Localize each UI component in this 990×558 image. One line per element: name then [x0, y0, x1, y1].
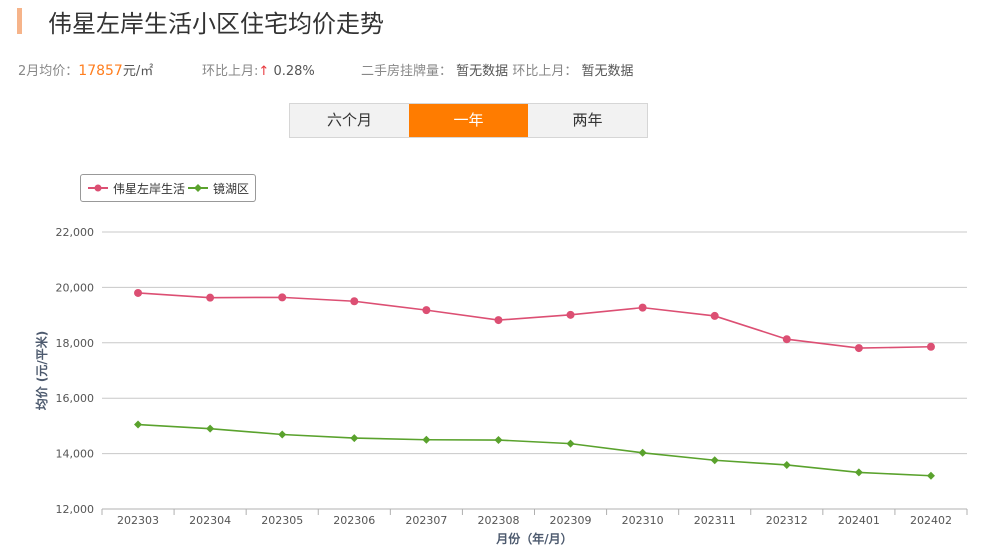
- x-tick-label: 202402: [910, 514, 952, 527]
- tab-two-years[interactable]: 两年: [572, 111, 603, 129]
- series-2-point: [566, 439, 575, 448]
- listing-label: 二手房挂牌量：: [361, 64, 453, 79]
- y-tick-label: 16,000: [56, 392, 95, 405]
- x-tick-label: 202311: [694, 514, 736, 527]
- y-axis-title: 均价 (元/平米): [34, 331, 49, 411]
- series-2-point: [206, 424, 215, 433]
- series-2-point: [854, 468, 863, 477]
- page-title: 伟星左岸生活小区住宅均价走势: [48, 10, 384, 38]
- series-1-point: [494, 316, 503, 325]
- legend-item-series-2[interactable]: 镜湖区: [188, 175, 249, 201]
- series-2-point: [638, 448, 647, 457]
- series-1-point: [206, 293, 215, 302]
- period-tabs: 六个月 一年 两年: [289, 103, 648, 138]
- legend-label-series-1: 伟星左岸生活: [113, 181, 186, 196]
- series-2-point: [782, 460, 791, 469]
- series-1-point: [782, 335, 791, 344]
- y-tick-label: 22,000: [56, 226, 95, 239]
- series-1-point: [854, 344, 863, 353]
- series-1-point: [350, 297, 359, 306]
- chart-legend: 伟星左岸生活 镜湖区: [80, 174, 256, 202]
- x-tick-label: 202304: [189, 514, 231, 527]
- series-1-point: [710, 311, 719, 320]
- listing-mom-value: 暂无数据: [581, 64, 634, 79]
- x-tick-label: 202303: [117, 514, 159, 527]
- legend-label-series-2: 镜湖区: [213, 181, 250, 196]
- x-tick-label: 202401: [838, 514, 880, 527]
- x-tick-label: 202306: [333, 514, 375, 527]
- mom-info: 环比上月:↑ 0.28%: [202, 60, 315, 79]
- avg-price-info: 2月均价：17857元/㎡: [18, 60, 153, 79]
- y-tick-label: 18,000: [56, 337, 95, 350]
- x-axis-title: 月份（年/月）: [495, 531, 572, 546]
- diamond-marker-icon: [188, 184, 208, 192]
- series-2-point: [926, 471, 935, 480]
- listing-mom-label: 环比上月：: [512, 64, 578, 79]
- series-1-point: [134, 288, 143, 297]
- x-tick-label: 202310: [622, 514, 664, 527]
- tab-six-months[interactable]: 六个月: [326, 111, 372, 129]
- series-2-point: [350, 434, 359, 443]
- x-tick-label: 202308: [477, 514, 519, 527]
- series-1-point: [278, 293, 287, 302]
- tab-one-year[interactable]: 一年: [409, 104, 528, 137]
- series-2-point: [710, 456, 719, 465]
- series-1-point: [926, 342, 935, 351]
- legend-item-series-1[interactable]: 伟星左岸生活: [88, 175, 185, 201]
- mom-value: 0.28%: [273, 64, 315, 79]
- title-accent-bar: [17, 8, 22, 34]
- up-arrow-icon: ↑: [258, 64, 270, 79]
- series-2-point: [278, 430, 287, 439]
- series-1-point: [638, 303, 647, 312]
- listing-value: 暂无数据: [456, 64, 509, 79]
- series-2-point: [134, 420, 143, 429]
- avg-price-unit: 元/㎡: [122, 64, 154, 79]
- mom-label: 环比上月:: [202, 64, 259, 79]
- series-1-point: [566, 310, 575, 319]
- series-line-1: [137, 292, 931, 349]
- x-tick-label: 202305: [261, 514, 303, 527]
- series-1-point: [422, 306, 431, 315]
- series-2-point: [422, 435, 431, 444]
- x-tick-label: 202307: [405, 514, 447, 527]
- circle-marker-icon: [88, 184, 108, 192]
- y-tick-label: 12,000: [56, 503, 95, 516]
- y-tick-label: 14,000: [56, 448, 95, 461]
- avg-price-label: 2月均价：: [18, 64, 79, 79]
- avg-price-value: 17857: [78, 63, 123, 79]
- series-line-2: [137, 423, 931, 477]
- x-tick-label: 202309: [550, 514, 592, 527]
- series-2-point: [494, 436, 503, 445]
- y-tick-label: 20,000: [56, 281, 95, 294]
- listing-info: 二手房挂牌量： 暂无数据 环比上月： 暂无数据: [361, 60, 633, 79]
- x-tick-label: 202312: [766, 514, 808, 527]
